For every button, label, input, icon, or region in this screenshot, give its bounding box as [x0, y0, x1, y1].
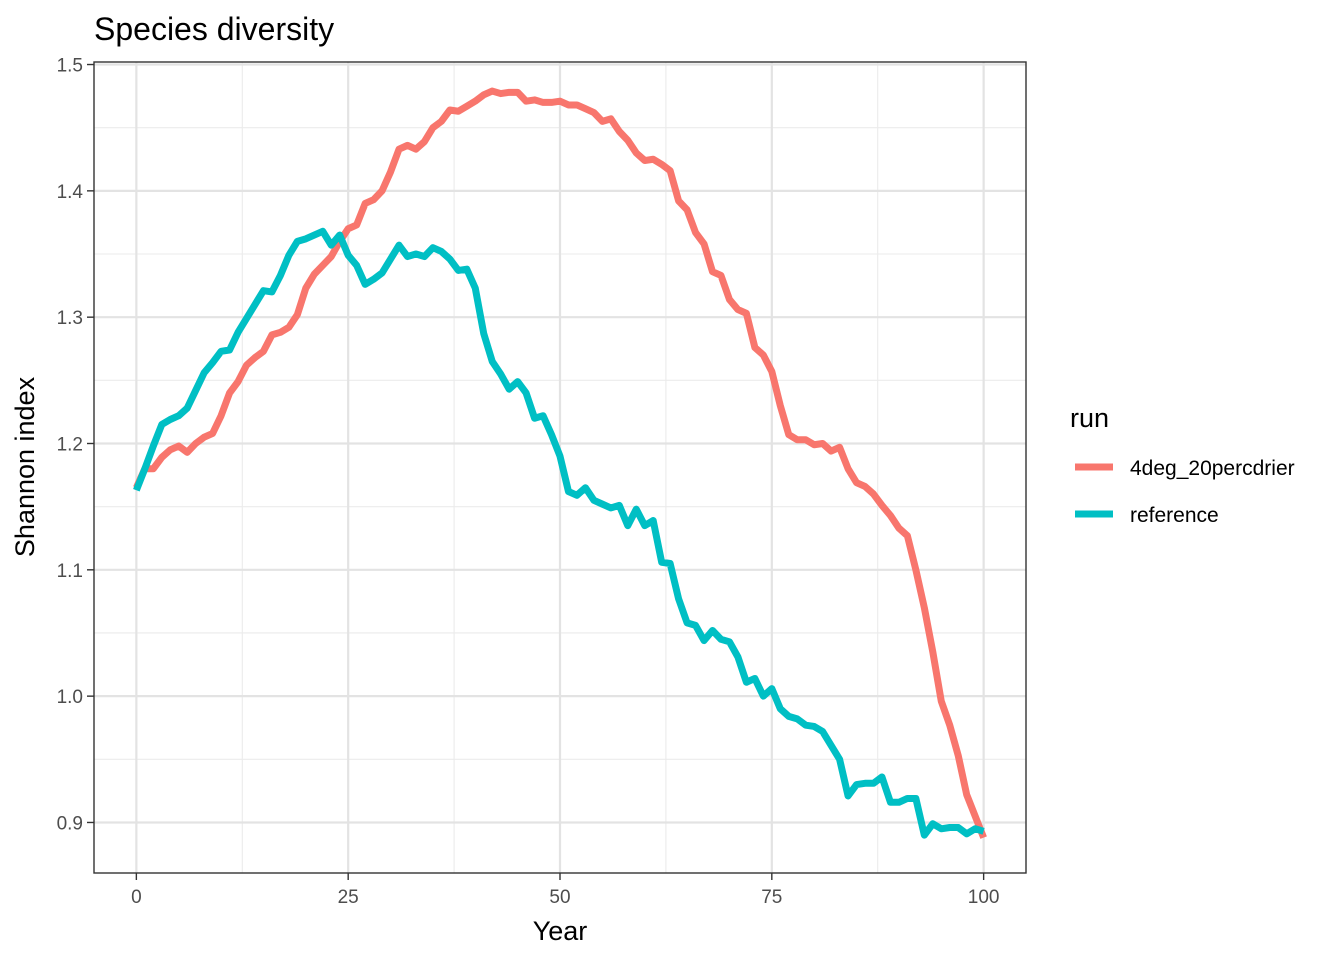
series-lines [133, 87, 987, 839]
legend: run 4deg_20percdrier reference [1070, 403, 1295, 527]
chart-title: Species diversity [94, 11, 334, 47]
y-tick-label: 1.2 [57, 434, 83, 455]
y-tick-label: 0.9 [57, 813, 83, 834]
series-line-1 [133, 87, 987, 839]
y-tick-label: 1.0 [57, 687, 83, 708]
legend-label-2: reference [1130, 504, 1219, 527]
y-axis-ticks: 0.9 1.0 1.1 1.2 1.3 1.4 1.5 [57, 56, 94, 834]
legend-label-1: 4deg_20percdrier [1130, 457, 1295, 480]
y-tick-label: 1.1 [57, 561, 83, 582]
x-axis-ticks: 0 25 50 75 100 [131, 873, 999, 908]
x-tick-label: 75 [761, 887, 782, 908]
major-gridlines [94, 62, 1026, 873]
y-tick-label: 1.3 [57, 308, 83, 329]
legend-title: run [1070, 403, 1109, 433]
x-tick-label: 25 [338, 887, 359, 908]
y-tick-label: 1.4 [57, 182, 84, 203]
x-tick-label: 50 [549, 887, 570, 908]
x-axis-title: Year [533, 916, 588, 946]
y-tick-label: 1.5 [57, 56, 83, 77]
y-axis-title: Shannon index [10, 376, 40, 557]
x-tick-label: 0 [131, 887, 142, 908]
series-line-2 [133, 227, 985, 839]
x-tick-label: 100 [968, 887, 1000, 908]
